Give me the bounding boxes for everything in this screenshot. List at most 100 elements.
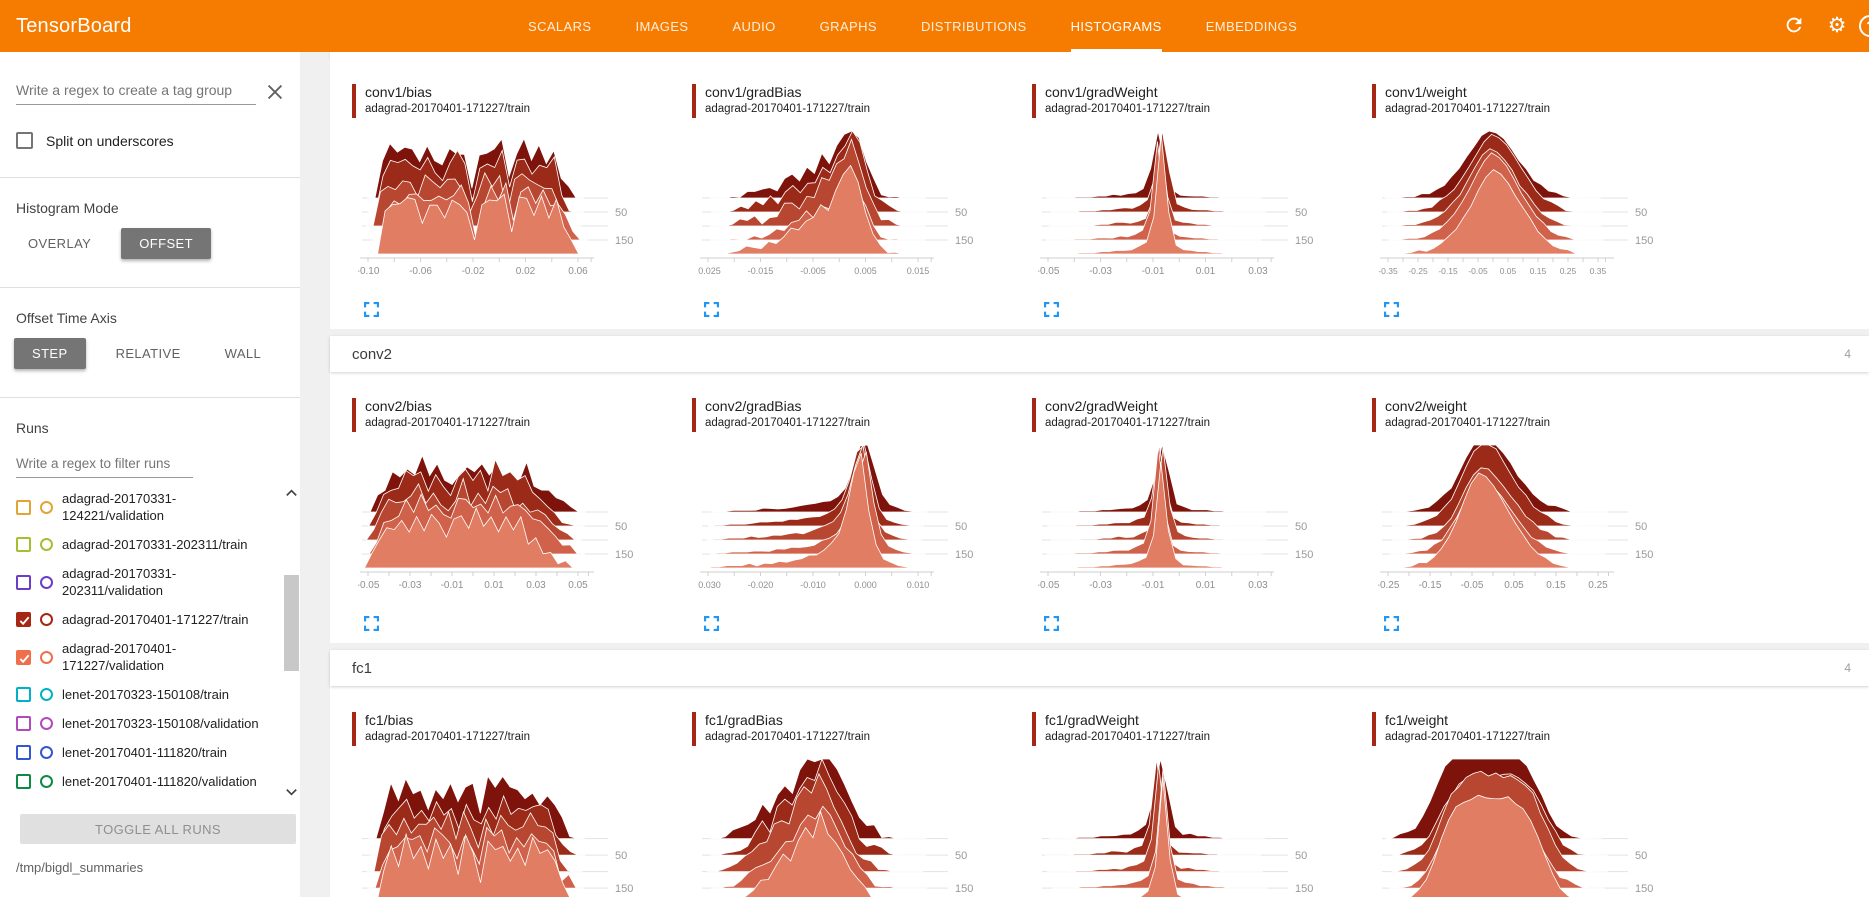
settings-gear-icon[interactable]: ⚙ [1827,14,1847,37]
main-content: conv1/bias adagrad-20170401-171227/train 5… [300,52,1869,897]
histogram-card: fc1/bias adagrad-20170401-171227/train 50 1… [352,712,633,897]
run-item[interactable]: lenet-20170401-112317/train [16,796,274,802]
tab-images[interactable]: IMAGES [635,18,689,34]
svg-text:50: 50 [1295,207,1307,219]
histogram-mode-label: Histogram Mode [16,200,119,216]
option-wall-button[interactable]: WALL [224,346,262,361]
sections-container: conv1/bias adagrad-20170401-171227/train 5… [330,58,1869,897]
unchecked-checkbox-icon[interactable] [16,687,31,702]
run-color-radio-icon[interactable] [40,613,53,626]
chart-area: 50 150 [1038,756,1313,897]
split-underscores-row[interactable]: Split on underscores [16,132,284,149]
option-overlay-button[interactable]: OVERLAY [28,236,92,251]
svg-text:50: 50 [1295,521,1307,533]
fullscreen-expand-icon[interactable] [364,616,379,631]
card-title: conv1/gradBias [705,84,802,100]
checked-checkbox-icon[interactable] [16,649,31,665]
refresh-icon[interactable] [1783,14,1807,38]
card-head: conv1/gradBias adagrad-20170401-171227/tr… [692,84,962,118]
runs-regex-input[interactable] [16,452,193,478]
svg-text:-0.35: -0.35 [1378,266,1398,276]
run-accent-bar [692,712,696,746]
scroll-up-icon[interactable] [284,486,299,502]
run-color-radio-icon[interactable] [40,500,53,514]
svg-text:150: 150 [1635,235,1653,247]
section-header-fc1[interactable]: fc1 4 [330,650,1869,686]
fullscreen-expand-icon[interactable] [1044,616,1059,631]
run-item[interactable]: adagrad-20170401-171227/validation [16,634,274,680]
card-run-subtitle: adagrad-20170401-171227/train [1045,417,1210,429]
svg-text:150: 150 [615,235,633,247]
svg-text:0.010: 0.010 [907,580,930,590]
scroll-down-icon[interactable] [284,784,299,800]
fullscreen-expand-icon[interactable] [1384,616,1399,631]
unchecked-checkbox-icon[interactable] [16,574,31,590]
checked-checkbox-icon[interactable] [16,612,31,627]
runs-items: adagrad-20170331-124221/validation adagra… [16,484,274,802]
run-item[interactable]: lenet-20170323-150108/train [16,680,274,709]
tab-scalars[interactable]: SCALARS [528,18,592,34]
unchecked-checkbox-icon[interactable] [16,499,31,515]
run-item[interactable]: adagrad-20170401-171227/train [16,605,274,634]
svg-text:150: 150 [1295,549,1313,561]
sidebar: Split on underscores Histogram Mode OVER… [0,52,300,897]
svg-text:-0.01: -0.01 [441,580,464,591]
card-head: conv2/weight adagrad-20170401-171227/trai… [1372,398,1642,432]
card-titles: conv2/bias adagrad-20170401-171227/train [365,398,530,432]
svg-text:50: 50 [1635,207,1647,219]
svg-text:50: 50 [615,207,627,219]
option-offset-button[interactable]: OFFSET [121,228,211,259]
card-head: conv1/gradWeight adagrad-20170401-171227/… [1032,84,1302,118]
run-color-radio-icon[interactable] [40,650,53,664]
histogram-chart: 50 150 -0.35 -0.25 -0.15 -0.05 0.05 0.15 0.25 0.3… [1378,130,1653,276]
fullscreen-expand-icon[interactable] [1044,302,1059,317]
offset-time-axis-label: Offset Time Axis [16,310,117,326]
svg-text:-0.01: -0.01 [1142,580,1165,591]
option-relative-button[interactable]: RELATIVE [115,346,181,361]
tab-audio[interactable]: AUDIO [732,18,776,34]
svg-text:0.25: 0.25 [1560,266,1577,276]
close-icon[interactable] [264,81,286,103]
fullscreen-expand-icon[interactable] [1384,302,1399,317]
run-color-radio-icon[interactable] [40,775,53,788]
scrollbar-thumb[interactable] [284,575,299,671]
tab-graphs[interactable]: GRAPHS [819,18,877,34]
run-color-radio-icon[interactable] [40,717,53,730]
tag-regex-input[interactable] [16,78,256,105]
toggle-all-runs-button[interactable]: TOGGLE ALL RUNS [20,814,296,844]
histogram-chart: 50 150 -0.025 -0.015 -0.005 0.005 0.015 [695,130,973,276]
run-accent-bar [1032,84,1036,118]
run-item[interactable]: lenet-20170401-111820/validation [16,767,274,796]
histogram-chart: 50 150 [1042,758,1313,897]
split-underscores-checkbox[interactable] [16,132,33,149]
fullscreen-expand-icon[interactable] [364,302,379,317]
run-color-radio-icon[interactable] [40,746,53,759]
nav-tabs: SCALARS IMAGES AUDIO GRAPHS DISTRIBUTIONS HIS… [528,0,1297,52]
run-color-radio-icon[interactable] [40,538,53,551]
run-color-radio-icon[interactable] [40,575,53,589]
tab-histograms[interactable]: HISTOGRAMS [1070,0,1162,52]
run-item[interactable]: adagrad-20170331-124221/validation [16,484,274,530]
unchecked-checkbox-icon[interactable] [16,774,31,789]
svg-text:0.05: 0.05 [1500,266,1517,276]
svg-text:0.01: 0.01 [484,580,504,591]
svg-text:-0.15: -0.15 [1438,266,1458,276]
run-item[interactable]: lenet-20170323-150108/validation [16,709,274,738]
help-icon[interactable]: ? [1859,15,1869,37]
unchecked-checkbox-icon[interactable] [16,716,31,731]
tab-embeddings[interactable]: EMBEDDINGS [1205,18,1298,34]
run-item[interactable]: adagrad-20170331-202311/validation [16,559,274,605]
unchecked-checkbox-icon[interactable] [16,745,31,760]
run-color-radio-icon[interactable] [40,688,53,701]
tab-distributions[interactable]: DISTRIBUTIONS [920,18,1027,34]
svg-text:-0.05: -0.05 [1461,580,1484,591]
run-item[interactable]: adagrad-20170331-202311/train [16,530,274,559]
section-header-conv2[interactable]: conv2 4 [330,336,1869,372]
unchecked-checkbox-icon[interactable] [16,537,31,552]
svg-text:-0.10: -0.10 [358,266,380,277]
runs-scrollbar[interactable] [283,484,300,802]
fullscreen-expand-icon[interactable] [704,302,719,317]
run-item[interactable]: lenet-20170401-111820/train [16,738,274,767]
fullscreen-expand-icon[interactable] [704,616,719,631]
option-step-button[interactable]: STEP [14,338,86,369]
